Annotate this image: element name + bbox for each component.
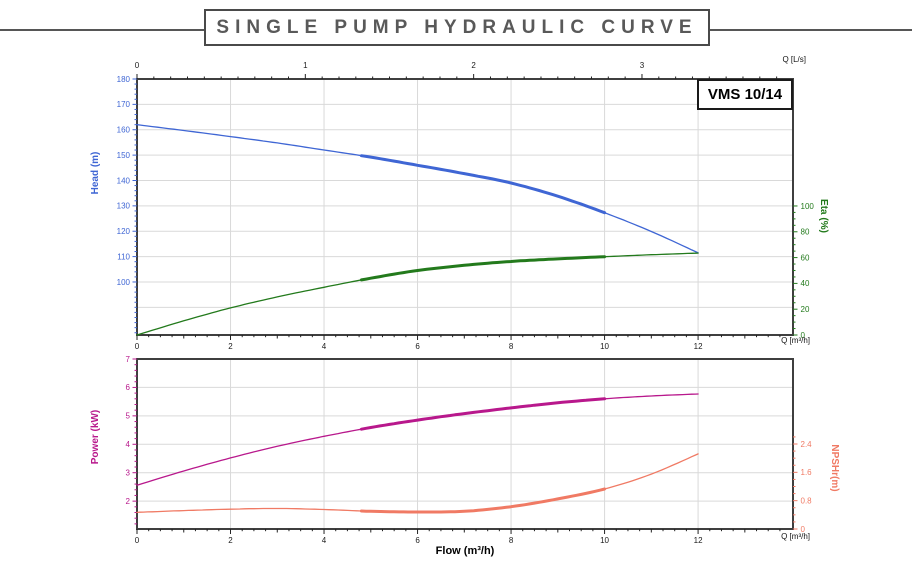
tick-label: 7: [126, 355, 131, 364]
eta-axis-title: Eta (%): [818, 199, 829, 233]
flow-axis-title: Flow (m³/h): [435, 545, 495, 557]
tick-label: 4: [322, 536, 327, 545]
tick-label: 140: [117, 176, 131, 185]
tick-label: 2.4: [801, 440, 813, 449]
title-banner: SINGLE PUMP HYDRAULIC CURVE: [204, 9, 710, 46]
tick-label: 2: [471, 61, 476, 70]
tick-label: 110: [117, 252, 130, 261]
tick-label: 40: [801, 279, 810, 288]
tick-label: 10: [600, 342, 609, 351]
curve: [136, 124, 699, 254]
tick-label: 5: [126, 412, 131, 421]
tick-label: 10: [600, 536, 609, 545]
curve: [359, 397, 607, 431]
tick-label: 170: [117, 100, 131, 109]
curve: [359, 255, 607, 282]
tick-label: 3: [640, 61, 645, 70]
plot-frame: [136, 358, 794, 530]
tick-label: 80: [801, 228, 810, 237]
tick-label: 6: [126, 383, 131, 392]
tick-label: 2: [228, 536, 233, 545]
curve: [359, 154, 607, 215]
curve: [359, 487, 607, 514]
tick-label: 160: [117, 126, 131, 135]
tick-label: 2: [126, 497, 131, 506]
tick-label: 150: [117, 151, 131, 160]
tick-label: 130: [117, 202, 131, 211]
top-axis-unit-lps: Q [L/s]: [782, 55, 806, 64]
tick-label: 3: [126, 469, 131, 478]
tick-label: 0: [135, 61, 140, 70]
tick-label: 8: [509, 342, 514, 351]
tick-label: 20: [801, 305, 810, 314]
top-chart-x-unit: Q [m³/h]: [781, 336, 810, 345]
tick-label: 4: [322, 342, 327, 351]
plot-frame: [136, 78, 794, 336]
tick-label: 6: [415, 536, 420, 545]
tick-label: 0: [135, 342, 140, 351]
tick-label: 120: [117, 227, 131, 236]
tick-label: 100: [117, 278, 131, 287]
page-title: SINGLE PUMP HYDRAULIC CURVE: [216, 16, 698, 38]
tick-label: 0.8: [801, 496, 813, 505]
tick-label: 1.6: [801, 468, 813, 477]
tick-label: 0: [135, 536, 140, 545]
model-label: VMS 10/14: [707, 86, 783, 103]
curve: [136, 252, 699, 336]
curve: [136, 393, 699, 486]
tick-label: 6: [415, 342, 420, 351]
npsh-axis-title: NPSHr(m): [829, 444, 840, 492]
tick-label: 60: [801, 253, 810, 262]
curve: [136, 453, 699, 514]
tick-label: 180: [117, 75, 131, 84]
tick-label: 1: [303, 61, 308, 70]
power-axis-title: Power (kW): [90, 409, 101, 465]
model-badge: VMS 10/14: [697, 79, 793, 110]
bottom-chart-x-unit: Q [m³/h]: [781, 532, 810, 541]
tick-label: 2: [228, 342, 233, 351]
head-axis-title: Head (m): [90, 151, 101, 195]
tick-label: 100: [801, 202, 815, 211]
tick-label: 4: [126, 440, 131, 449]
tick-label: 8: [509, 536, 514, 545]
